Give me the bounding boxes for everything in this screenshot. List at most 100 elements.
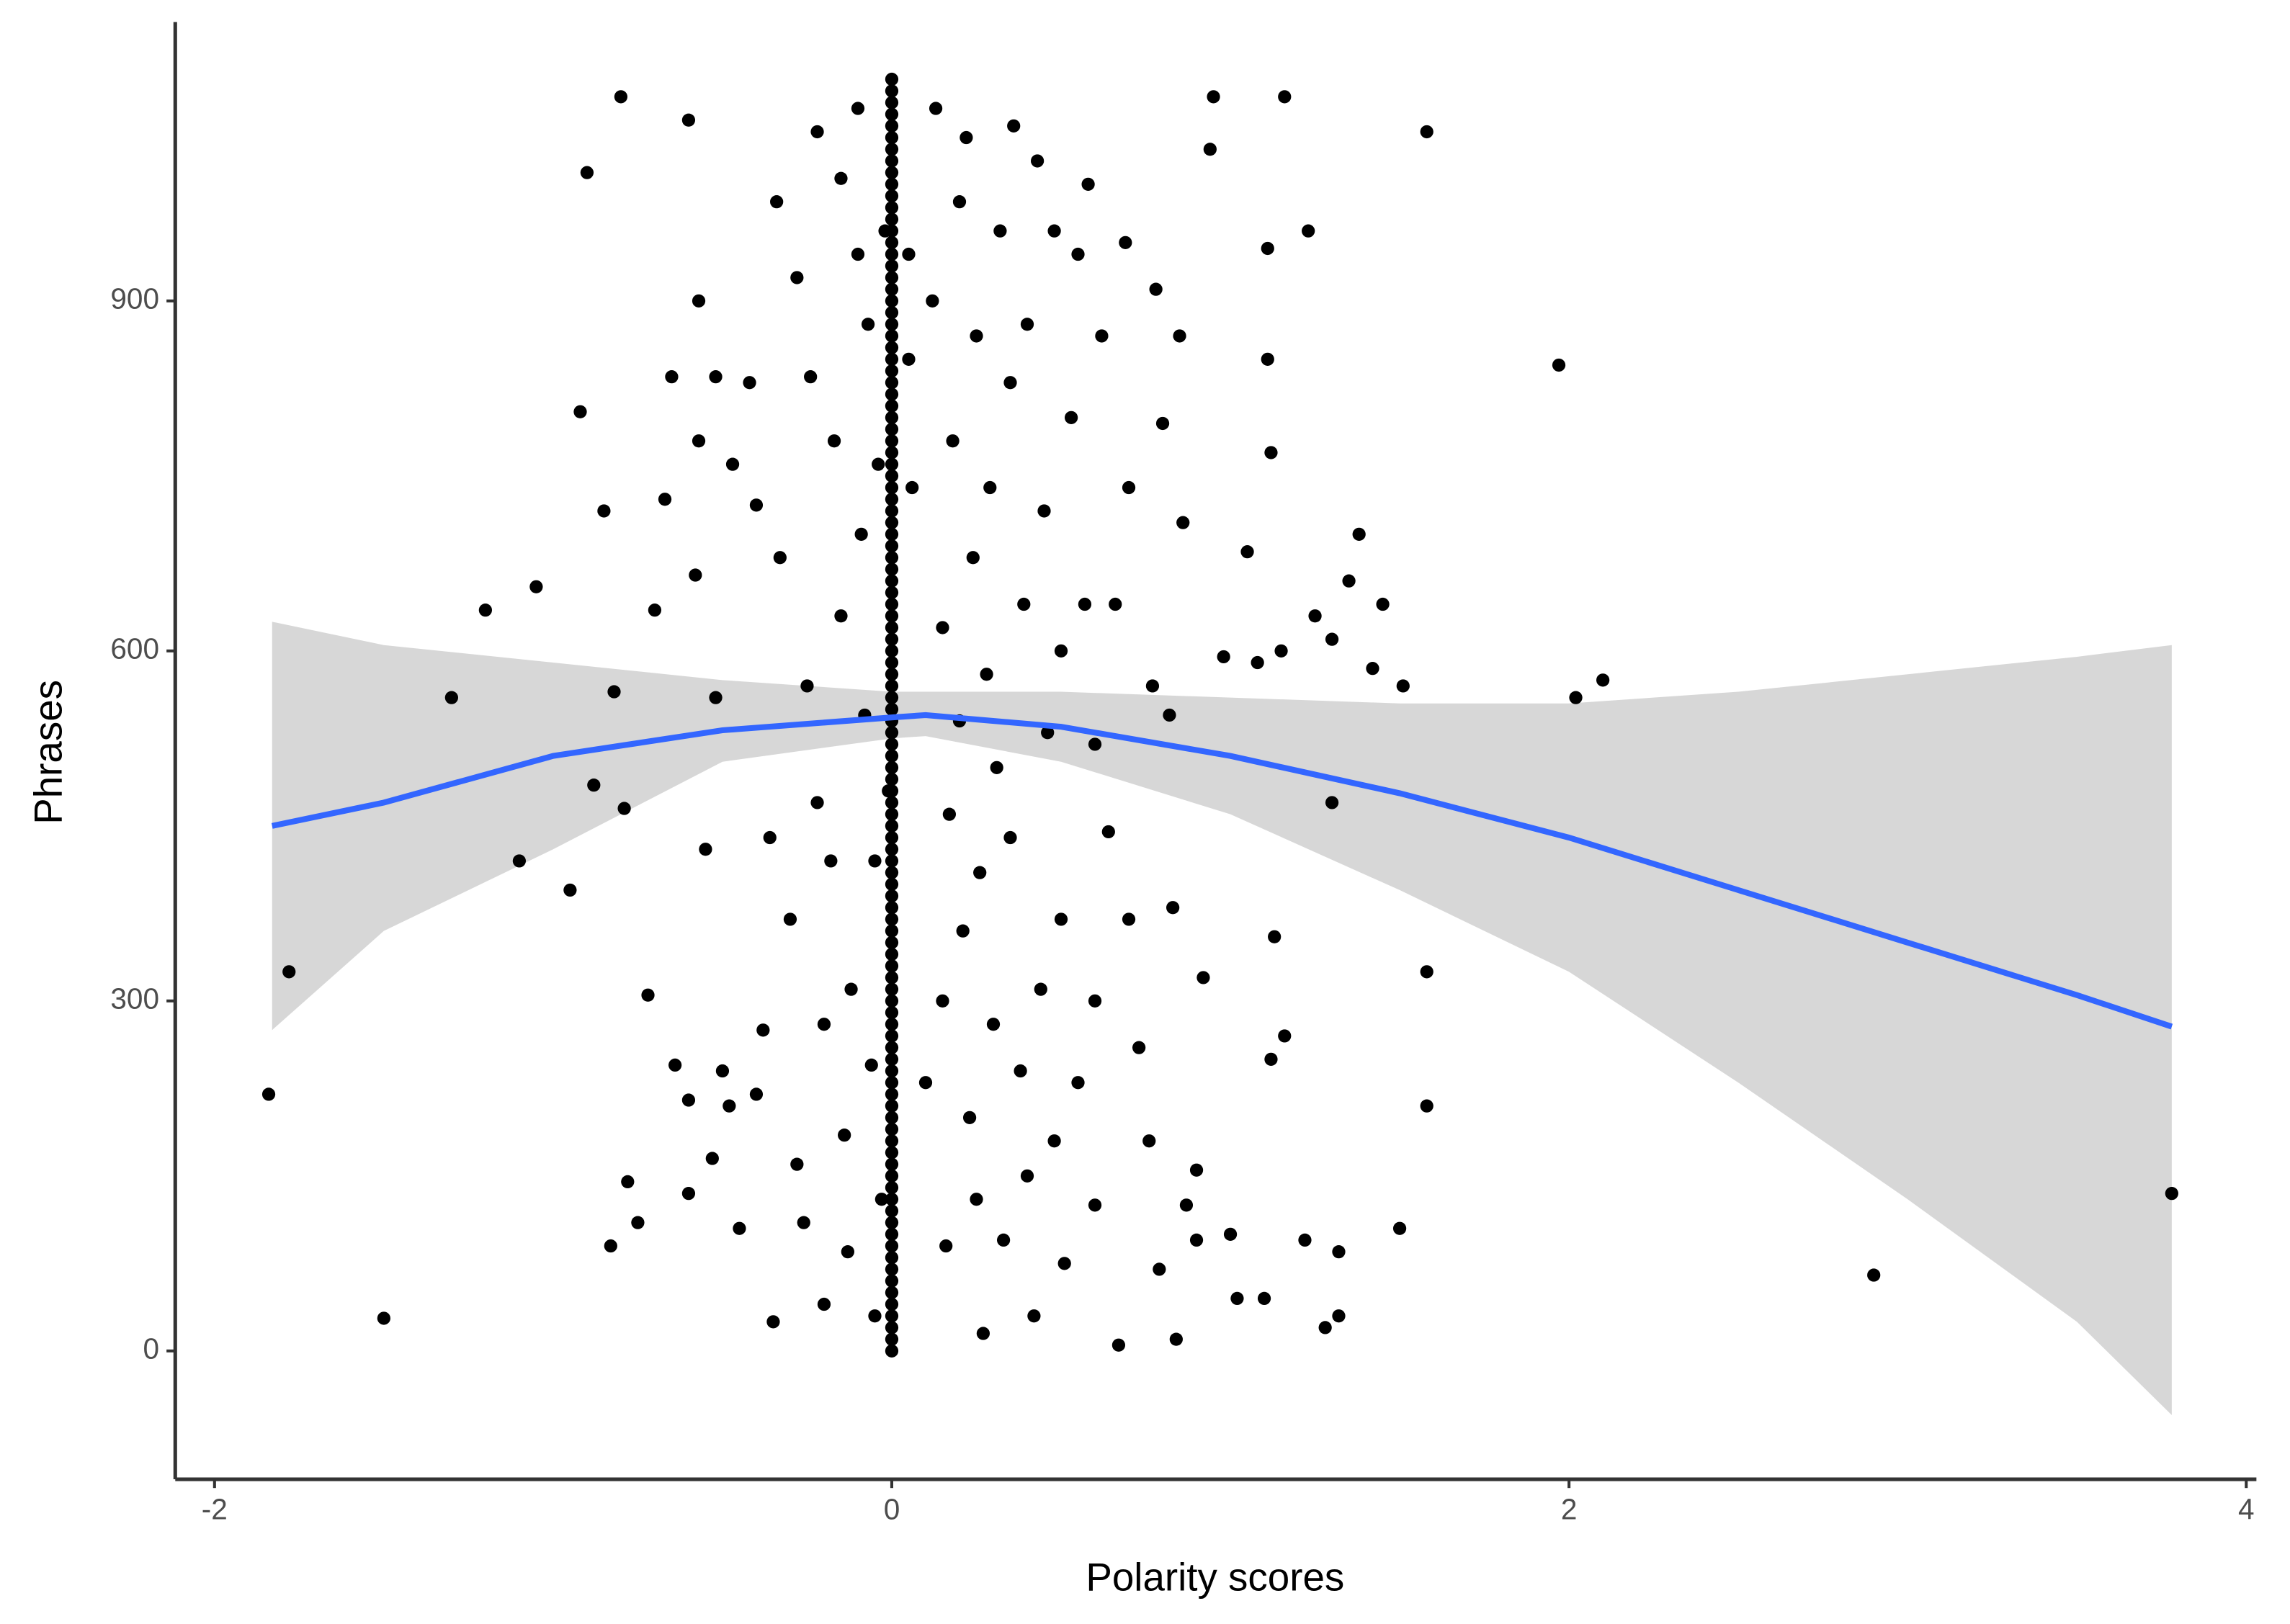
point — [1223, 1227, 1238, 1241]
x-tick-label: -2 — [202, 1492, 228, 1525]
point — [681, 1187, 696, 1201]
point — [885, 1157, 899, 1171]
point — [631, 1216, 645, 1229]
point — [872, 457, 885, 471]
point — [885, 1227, 899, 1241]
point — [885, 562, 899, 576]
point — [597, 504, 611, 518]
point — [885, 341, 899, 354]
point — [1366, 662, 1379, 676]
point — [1166, 901, 1180, 915]
point — [1163, 708, 1176, 722]
point — [1308, 609, 1322, 623]
point — [1054, 912, 1068, 926]
point — [783, 912, 797, 926]
point — [885, 994, 899, 1008]
point — [885, 691, 899, 704]
point — [885, 399, 899, 413]
x-tick-label: 4 — [2238, 1492, 2255, 1525]
point — [1071, 1076, 1085, 1090]
point — [1109, 597, 1122, 611]
point — [692, 434, 706, 448]
point — [1207, 90, 1220, 104]
point — [607, 685, 621, 699]
point — [885, 597, 899, 611]
point — [1264, 446, 1278, 459]
point — [885, 376, 899, 390]
point — [885, 1169, 899, 1183]
point — [1268, 930, 1282, 943]
point — [1088, 1198, 1102, 1212]
point — [1240, 545, 1254, 559]
point — [1173, 329, 1186, 343]
point — [1257, 1291, 1271, 1306]
point — [885, 504, 899, 518]
point — [885, 119, 899, 133]
point — [885, 154, 899, 168]
point — [885, 1193, 899, 1206]
point — [756, 1023, 770, 1037]
point — [885, 959, 899, 973]
point — [580, 166, 594, 179]
point — [1027, 1309, 1041, 1323]
point — [838, 1129, 851, 1142]
point — [614, 90, 628, 104]
point — [617, 802, 631, 815]
point — [648, 604, 662, 617]
point — [885, 364, 899, 378]
point — [885, 271, 899, 284]
point — [1122, 912, 1136, 926]
point — [885, 586, 899, 599]
point — [1251, 655, 1264, 670]
point — [1176, 516, 1190, 529]
point — [841, 1245, 854, 1259]
point — [1132, 1041, 1146, 1054]
point — [817, 1018, 831, 1031]
point — [733, 1221, 746, 1235]
point — [1396, 679, 1410, 693]
point — [1261, 352, 1274, 366]
point — [668, 1058, 682, 1072]
point — [885, 247, 899, 261]
point — [699, 843, 712, 856]
point — [885, 843, 899, 856]
point — [996, 1233, 1011, 1247]
point — [885, 1052, 899, 1066]
point — [1203, 143, 1217, 156]
point — [868, 1309, 882, 1323]
point — [723, 1099, 736, 1113]
point — [980, 668, 993, 681]
point — [790, 271, 804, 284]
point — [885, 924, 899, 938]
point — [1041, 726, 1055, 740]
point — [885, 72, 899, 86]
point — [885, 1099, 899, 1113]
point — [2165, 1187, 2178, 1201]
point — [1003, 830, 1017, 845]
point — [885, 749, 899, 763]
point — [770, 195, 784, 209]
point — [885, 1005, 899, 1020]
point — [885, 539, 899, 553]
point — [962, 1111, 977, 1124]
point — [1169, 1332, 1183, 1346]
point — [1230, 1291, 1244, 1306]
point — [885, 632, 899, 646]
point — [1420, 965, 1434, 979]
point — [885, 1274, 899, 1288]
point — [976, 1327, 990, 1340]
point — [885, 1029, 899, 1043]
point — [1119, 235, 1132, 249]
point — [1278, 90, 1292, 104]
point — [885, 224, 899, 238]
point — [885, 422, 899, 436]
point — [810, 796, 824, 809]
point — [956, 924, 970, 938]
point — [885, 1204, 899, 1218]
point — [749, 498, 764, 512]
point — [1014, 1064, 1027, 1078]
point — [885, 107, 899, 121]
point — [1352, 527, 1366, 541]
point — [790, 1157, 804, 1171]
point — [885, 143, 899, 156]
